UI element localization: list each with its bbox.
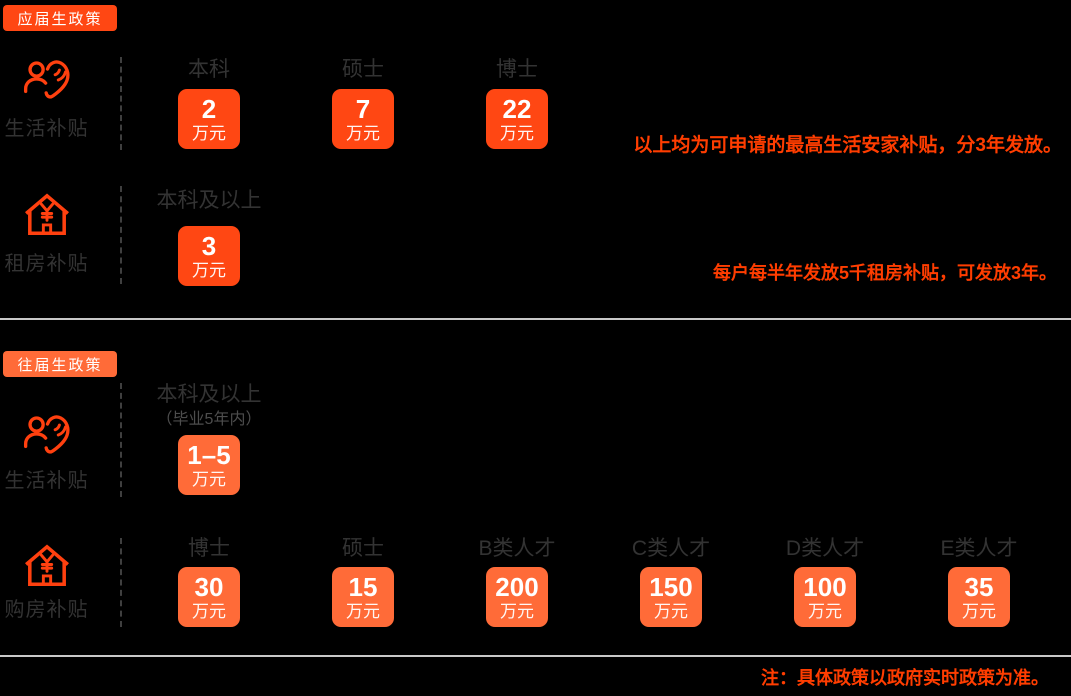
dashed-separator: [120, 383, 122, 497]
house-icon-block: [9, 542, 85, 588]
subsidy-column: 博士 30 万元: [157, 537, 261, 627]
subsidy-column: D类人才 100 万元: [773, 537, 877, 627]
amount-unit: 万元: [192, 601, 226, 621]
amount-value: 2: [201, 93, 217, 124]
amount-value: 150: [649, 571, 693, 602]
subsidy-amount-box: 2 万元: [178, 89, 240, 149]
amount-unit: 万元: [808, 601, 842, 621]
amount-value: 100: [803, 571, 847, 602]
section-divider: [0, 318, 1071, 320]
subsidy-column: 硕士 7 万元: [311, 58, 415, 149]
amount-unit: 万元: [500, 601, 534, 621]
subsidy-columns: 本科及以上 （毕业5年内） 1–5 万元: [156, 383, 262, 495]
amount-value: 35: [964, 571, 994, 602]
row-label: 购房补贴: [4, 599, 89, 621]
row-note: 以上均为可申请的最高生活安家补贴，分3年发放。: [633, 135, 1062, 156]
section-divider: [0, 655, 1071, 657]
row-label: 生活补贴: [4, 118, 89, 140]
subsidy-column: 本科及以上 （毕业5年内） 1–5 万元: [156, 383, 262, 495]
column-header: 本科及以上: [156, 383, 262, 406]
subsidy-amount-box: 30 万元: [178, 567, 240, 627]
amount-unit: 万元: [192, 260, 226, 280]
row-note: 每户每半年发放5千租房补贴，可发放3年。: [712, 263, 1057, 283]
footnote: 注：具体政策以政府实时政策为准。: [761, 668, 1049, 688]
subsidy-columns: 博士 30 万元 硕士 15 万元 B类人才 200 万元 C类人才 150 万元 D类人才 100 万元 E…: [157, 537, 1031, 627]
amount-value: 200: [495, 571, 539, 602]
amount-unit: 万元: [346, 123, 380, 143]
amount-value: 15: [348, 571, 378, 602]
dashed-separator: [120, 57, 122, 150]
subsidy-column: 本科 2 万元: [157, 58, 261, 149]
column-header: B类人才: [478, 537, 556, 560]
section-badge-previous-graduates: 往届生政策: [3, 351, 117, 377]
subsidy-amount-box: 22 万元: [486, 89, 548, 149]
subsidy-amount-box: 200 万元: [486, 567, 548, 627]
amount-unit: 万元: [654, 601, 688, 621]
amount-value: 3: [201, 230, 217, 261]
row-label: 租房补贴: [4, 253, 89, 275]
amount-unit: 万元: [962, 601, 996, 621]
care-icon-block: [9, 411, 85, 461]
column-header: 硕士: [342, 58, 384, 81]
column-header: 硕士: [342, 537, 384, 560]
care-icon: [23, 415, 70, 454]
subsidy-column: 硕士 15 万元: [311, 537, 415, 627]
subsidy-column: E类人才 35 万元: [927, 537, 1031, 627]
amount-value: 1–5: [187, 439, 231, 470]
amount-unit: 万元: [500, 123, 534, 143]
subsidy-amount-box: 15 万元: [332, 567, 394, 627]
column-header: 本科: [188, 58, 230, 81]
column-header: 博士: [496, 58, 538, 81]
amount-value: 22: [502, 93, 532, 124]
subsidy-column: 博士 22 万元: [465, 58, 569, 149]
subsidy-amount-box: 150 万元: [640, 567, 702, 627]
column-header: 博士: [188, 537, 230, 560]
column-header: E类人才: [940, 537, 1018, 560]
house-icon: [25, 193, 69, 236]
amount-unit: 万元: [346, 601, 380, 621]
row-label: 生活补贴: [4, 470, 89, 492]
subsidy-column: C类人才 150 万元: [619, 537, 723, 627]
dashed-separator: [120, 538, 122, 627]
subsidy-amount-box: 7 万元: [332, 89, 394, 149]
amount-unit: 万元: [192, 123, 226, 143]
subsidy-column: 本科及以上 3 万元: [156, 189, 262, 286]
amount-value: 7: [355, 93, 371, 124]
dashed-separator: [120, 186, 122, 284]
column-header: 本科及以上: [156, 189, 262, 212]
column-header: D类人才: [785, 537, 865, 560]
subsidy-column: B类人才 200 万元: [465, 537, 569, 627]
section-badge-fresh-graduates: 应届生政策: [3, 5, 117, 31]
subsidy-amount-box: 35 万元: [948, 567, 1010, 627]
subsidy-columns: 本科及以上 3 万元: [156, 189, 262, 286]
house-icon: [25, 544, 69, 587]
amount-value: 30: [194, 571, 224, 602]
subsidy-amount-box: 1–5 万元: [178, 435, 240, 495]
care-icon: [23, 60, 70, 99]
column-subheader: （毕业5年内）: [156, 411, 262, 428]
subsidy-amount-box: 3 万元: [178, 226, 240, 286]
column-header: C类人才: [631, 537, 711, 560]
house-icon-block: [9, 191, 85, 237]
care-icon-block: [9, 56, 85, 106]
amount-unit: 万元: [192, 469, 226, 489]
subsidy-amount-box: 100 万元: [794, 567, 856, 627]
subsidy-columns: 本科 2 万元 硕士 7 万元 博士 22 万元: [157, 58, 569, 149]
